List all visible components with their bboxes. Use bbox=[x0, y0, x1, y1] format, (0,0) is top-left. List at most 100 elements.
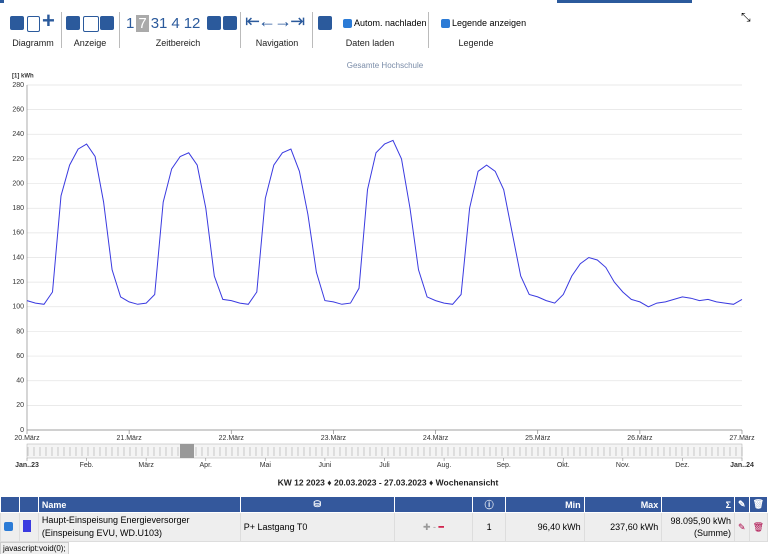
separator bbox=[61, 12, 62, 48]
collapse-icon[interactable]: ⤡ bbox=[741, 10, 751, 24]
top-bar bbox=[557, 0, 692, 3]
row-type: P+ Lastgang T0 bbox=[239, 512, 395, 542]
navigator[interactable] bbox=[26, 443, 743, 459]
header-cell bbox=[0, 496, 20, 513]
row-name: Haupt-Einspeisung Energieversorger (Eins… bbox=[37, 512, 241, 542]
separator bbox=[119, 12, 120, 48]
separator bbox=[240, 12, 241, 48]
row-delete[interactable]: 🗑 bbox=[748, 512, 768, 542]
row-color bbox=[18, 512, 39, 542]
y-axis-label: [1] kWh bbox=[12, 74, 34, 80]
y-tick-label: 260 bbox=[12, 106, 24, 113]
y-tick-label: 200 bbox=[12, 180, 24, 187]
chart: Gesamte Hochschule [1] kWh KW 12 2023 ♦ … bbox=[12, 61, 755, 487]
chart-title: Gesamte Hochschule bbox=[347, 61, 424, 70]
header-cell bbox=[393, 496, 474, 513]
x-tick-label: 20.März bbox=[14, 435, 40, 442]
y-tick-label: 0 bbox=[20, 427, 24, 434]
navigator-label: Sep. bbox=[496, 462, 510, 469]
range-button[interactable]: 1 bbox=[126, 15, 135, 32]
navigator-label: Dez. bbox=[675, 462, 689, 469]
sort-icon[interactable] bbox=[100, 16, 114, 30]
navigator-label: Jan..23 bbox=[15, 462, 39, 469]
navigator-label: Feb. bbox=[80, 462, 94, 469]
row-sum: 98.095,90 kWh (Summe) bbox=[661, 512, 736, 542]
navigator-label: Juli bbox=[379, 462, 390, 469]
x-tick-label: 23.März bbox=[321, 435, 347, 442]
range-button[interactable]: 4 bbox=[171, 15, 180, 32]
color-swatch bbox=[22, 520, 31, 532]
navigator-selection[interactable] bbox=[180, 444, 194, 458]
header-info: ⓘ bbox=[472, 496, 507, 513]
checkbox-label: Autom. nachladen bbox=[354, 18, 427, 28]
header-sum: Σ bbox=[661, 496, 736, 513]
group-label: Anzeige bbox=[73, 38, 107, 48]
row-edit[interactable]: ✎ bbox=[734, 512, 750, 542]
calendar-icon[interactable] bbox=[223, 16, 237, 30]
row-min: 96,40 kWh bbox=[505, 512, 585, 542]
y-tick-label: 240 bbox=[12, 131, 24, 138]
period: KW 12 2023 ♦ 20.03.2023 - 27.03.2023 ♦ W… bbox=[278, 477, 499, 487]
navigator-label: Jan..24 bbox=[730, 462, 754, 469]
navigator-label: Juni bbox=[318, 462, 331, 469]
add-icon[interactable]: + bbox=[42, 8, 55, 33]
show-legend[interactable]: Legende anzeigen bbox=[441, 18, 526, 28]
span-icon[interactable] bbox=[207, 16, 221, 30]
navigator-label: Mai bbox=[260, 462, 272, 469]
navigator-label: Apr. bbox=[200, 462, 213, 469]
checkbox[interactable] bbox=[441, 18, 450, 28]
navigator-label: Aug. bbox=[437, 462, 451, 469]
x-tick-label: 25.März bbox=[525, 435, 551, 442]
data-line bbox=[26, 139, 743, 308]
row-scale[interactable]: ✚ - ━ bbox=[393, 512, 474, 542]
navigator-label: Okt. bbox=[557, 462, 570, 469]
header-db: ⛁ bbox=[239, 496, 395, 513]
checkbox[interactable] bbox=[4, 521, 13, 531]
pdf-icon[interactable] bbox=[27, 16, 40, 32]
checkbox-label: Legende anzeigen bbox=[452, 18, 527, 28]
nav-arrows[interactable]: ⇤←→⇥ bbox=[245, 11, 305, 31]
header-name: Name bbox=[37, 496, 241, 513]
bar-icon[interactable] bbox=[66, 16, 80, 30]
range-buttons: 1 7 31 4 12 bbox=[124, 15, 202, 32]
download-icon[interactable] bbox=[318, 16, 332, 30]
y-tick-label: 120 bbox=[12, 279, 24, 286]
header-max: Max bbox=[583, 496, 663, 513]
y-tick-label: 60 bbox=[16, 353, 24, 360]
table-icon[interactable] bbox=[83, 16, 99, 32]
header-min: Min bbox=[505, 496, 585, 513]
y-tick-label: 40 bbox=[16, 378, 24, 385]
range-button[interactable]: 31 bbox=[150, 15, 168, 32]
range-button[interactable]: 12 bbox=[183, 15, 201, 32]
y-tick-label: 140 bbox=[12, 254, 24, 261]
y-tick-label: 280 bbox=[12, 82, 24, 89]
row-max: 237,60 kWh bbox=[583, 512, 663, 542]
range-button[interactable]: 7 bbox=[136, 15, 149, 32]
x-tick-label: 24.März bbox=[423, 435, 449, 442]
legend-table: Name ⛁ ⓘ Min Max Σ ✎ 🗑 Haupt-Einspeisung… bbox=[0, 496, 768, 542]
top-mark bbox=[0, 0, 4, 3]
x-tick-label: 22.März bbox=[219, 435, 245, 442]
sum-note: (Summe) bbox=[694, 528, 732, 538]
wrench-icon[interactable] bbox=[10, 16, 24, 30]
group-label: Legende bbox=[458, 38, 494, 48]
y-tick-label: 20 bbox=[16, 402, 24, 409]
header-delete: 🗑 bbox=[748, 496, 768, 513]
header-cell bbox=[18, 496, 39, 513]
checkbox[interactable] bbox=[343, 18, 352, 28]
y-tick-label: 100 bbox=[12, 304, 24, 311]
separator bbox=[428, 12, 429, 48]
group-label: Daten laden bbox=[345, 38, 395, 48]
navigator-label: Nov. bbox=[616, 462, 630, 469]
navigator-label: März bbox=[138, 462, 154, 469]
header-edit: ✎ bbox=[734, 496, 750, 513]
status-bar: javascript:void(0); bbox=[0, 542, 69, 554]
x-tick-label: 27.März bbox=[729, 435, 755, 442]
auto-reload[interactable]: Autom. nachladen bbox=[343, 18, 427, 28]
x-tick-label: 26.März bbox=[627, 435, 653, 442]
row-checkbox[interactable] bbox=[0, 512, 20, 542]
group-label: Navigation bbox=[255, 38, 299, 48]
y-tick-label: 180 bbox=[12, 205, 24, 212]
sum-value: 98.095,90 kWh bbox=[670, 516, 732, 526]
